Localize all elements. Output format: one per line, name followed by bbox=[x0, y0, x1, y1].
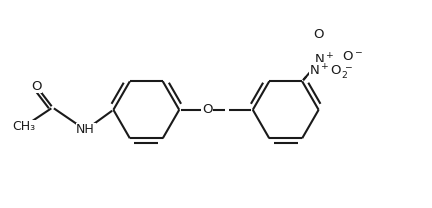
Text: O$^-$: O$^-$ bbox=[343, 50, 364, 63]
Text: N$^+$: N$^+$ bbox=[314, 52, 334, 68]
Text: N$^+$O$_2^{\,-}$: N$^+$O$_2^{\,-}$ bbox=[309, 62, 353, 81]
Text: CH₃: CH₃ bbox=[12, 120, 35, 133]
Text: O: O bbox=[202, 103, 213, 116]
Text: NH: NH bbox=[76, 123, 95, 136]
Text: O: O bbox=[31, 80, 41, 93]
Text: O: O bbox=[313, 28, 324, 41]
